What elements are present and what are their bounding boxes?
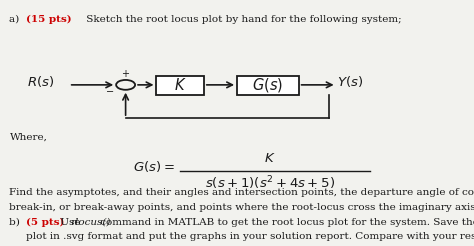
Text: (15 pts): (15 pts) (26, 15, 72, 24)
Text: +: + (121, 69, 128, 79)
Text: Sketch the root locus plot by hand for the following system;: Sketch the root locus plot by hand for t… (83, 15, 401, 24)
Text: $K$: $K$ (264, 152, 276, 165)
FancyBboxPatch shape (156, 76, 204, 95)
Text: plot in .svg format and put the graphs in your solution report. Compare with you: plot in .svg format and put the graphs i… (26, 232, 474, 242)
Text: $G(s)$: $G(s)$ (252, 77, 283, 94)
Text: Find the asymptotes, and their angles and intersection points, the departure ang: Find the asymptotes, and their angles an… (9, 188, 474, 197)
Text: $K$: $K$ (174, 77, 186, 93)
Text: −: − (106, 87, 114, 97)
Text: (5 pts): (5 pts) (26, 218, 64, 227)
Text: command in MATLAB to get the root locus plot for the system. Save the: command in MATLAB to get the root locus … (97, 218, 474, 227)
Text: b): b) (9, 218, 27, 227)
Text: rlocus(): rlocus() (70, 218, 110, 227)
Text: $Y(s)$: $Y(s)$ (337, 74, 363, 89)
FancyBboxPatch shape (237, 76, 299, 95)
Text: $G(s) =$: $G(s) =$ (133, 159, 174, 173)
Text: $R(s)$: $R(s)$ (27, 74, 55, 89)
Text: a): a) (9, 15, 26, 24)
Text: Where,: Where, (9, 133, 47, 142)
Text: $s(s+1)(s^2+4s+5)$: $s(s+1)(s^2+4s+5)$ (205, 174, 335, 192)
Text: break-in, or break-away points, and points where the root-locus cross the imagin: break-in, or break-away points, and poin… (9, 203, 474, 212)
Text: Use: Use (57, 218, 83, 227)
